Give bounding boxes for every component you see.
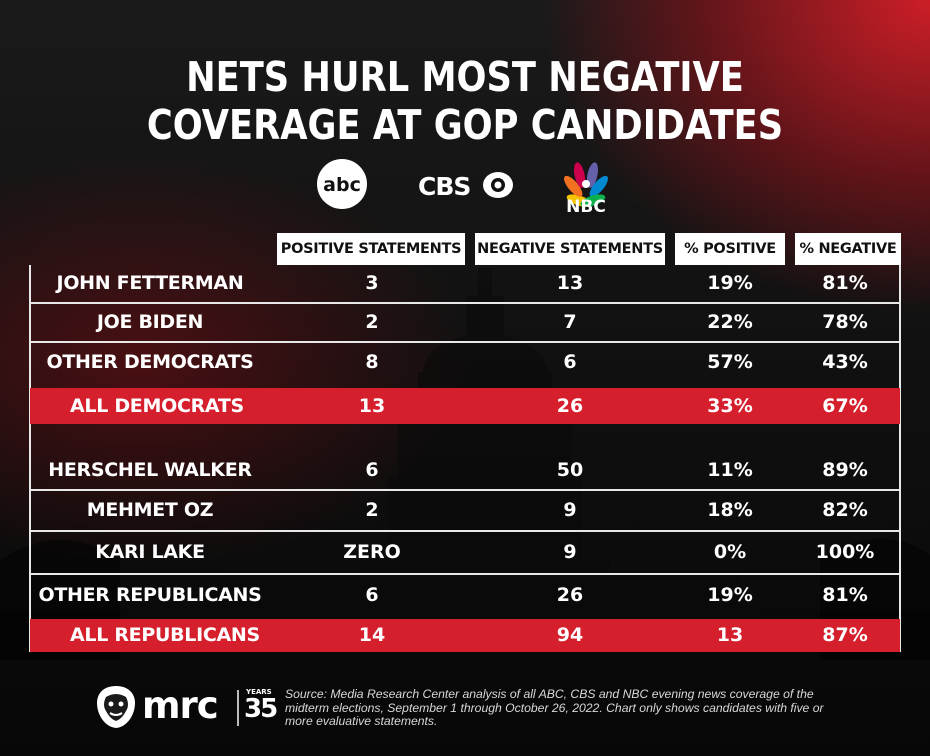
table-row-joe-biden: JOE BIDEN 2 7 22% 78% — [30, 304, 900, 341]
row-pct-positive: 11% — [707, 459, 753, 481]
row-pct-positive: 19% — [707, 272, 753, 294]
network-nbc-label: NBC — [566, 197, 606, 214]
years-number: 35 — [244, 694, 278, 724]
row-positive: ZERO — [343, 541, 401, 563]
years-label: YEARS — [246, 688, 272, 696]
column-header-positive-statements: POSITIVE STATEMENTS — [277, 233, 465, 265]
row-divider — [30, 530, 900, 532]
row-pct-positive: 19% — [707, 584, 753, 606]
network-cbs-label: CBS — [418, 172, 470, 201]
table-row-herschel-walker: HERSCHEL WALKER 6 50 11% 89% — [30, 452, 900, 489]
row-positive: 14 — [358, 624, 386, 646]
title-line-2: COVERAGE AT GOP CANDIDATES — [146, 101, 784, 149]
row-name: OTHER DEMOCRATS — [46, 351, 254, 373]
row-divider — [30, 489, 900, 491]
row-pct-negative: 43% — [822, 351, 868, 373]
row-name: JOE BIDEN — [96, 311, 204, 333]
row-positive: 8 — [365, 351, 379, 373]
row-name: JOHN FETTERMAN — [56, 272, 244, 294]
row-positive: 2 — [365, 499, 379, 521]
row-divider — [30, 341, 900, 343]
row-negative: 6 — [563, 351, 577, 373]
row-name: KARI LAKE — [95, 541, 205, 563]
row-pct-negative: 81% — [822, 584, 868, 606]
row-pct-negative: 89% — [822, 459, 868, 481]
row-positive: 6 — [365, 459, 379, 481]
nbc-peacock-logo-icon: NBC — [564, 162, 608, 214]
row-name: HERSCHEL WALKER — [48, 459, 252, 481]
title-line-1: NETS HURL MOST NEGATIVE — [186, 53, 744, 101]
row-negative: 9 — [563, 541, 577, 563]
row-pct-negative: 82% — [822, 499, 868, 521]
row-pct-negative: 67% — [822, 395, 868, 417]
row-pct-negative: 100% — [815, 541, 875, 563]
row-pct-positive: 13 — [716, 624, 744, 646]
mrc-bulldog-logo-icon — [97, 686, 135, 728]
abc-logo-icon: abc — [317, 159, 367, 209]
row-divider — [30, 302, 900, 304]
mrc-brand-wordmark: mrc — [142, 684, 219, 727]
table-row-other-republicans: OTHER REPUBLICANS 6 26 19% 81% — [30, 577, 900, 614]
row-pct-positive: 57% — [707, 351, 753, 373]
column-header-negative-statements: NEGATIVE STATEMENTS — [475, 233, 665, 265]
row-negative: 9 — [563, 499, 577, 521]
row-divider — [30, 573, 900, 575]
table-row-mehmet-oz: MEHMET OZ 2 9 18% 82% — [30, 492, 900, 529]
row-pct-positive: 33% — [707, 395, 753, 417]
network-abc-label: abc — [323, 174, 361, 196]
row-name: ALL DEMOCRATS — [70, 395, 244, 417]
table-row-other-democrats: OTHER DEMOCRATS 8 6 57% 43% — [30, 344, 900, 381]
row-positive: 13 — [358, 395, 386, 417]
column-header-pct-negative: % NEGATIVE — [795, 233, 901, 265]
row-negative: 7 — [563, 311, 577, 333]
table-row-john-fetterman: JOHN FETTERMAN 3 13 19% 81% — [30, 265, 900, 302]
row-negative: 26 — [556, 395, 584, 417]
row-positive: 2 — [365, 311, 379, 333]
row-negative: 50 — [556, 459, 584, 481]
row-negative: 94 — [556, 624, 584, 646]
table-row-all-democrats: ALL DEMOCRATS 13 26 33% 67% — [30, 388, 900, 424]
row-name: ALL REPUBLICANS — [70, 624, 260, 646]
row-name: OTHER REPUBLICANS — [38, 584, 262, 606]
column-header-pct-positive: % POSITIVE — [675, 233, 785, 265]
row-negative: 26 — [556, 584, 584, 606]
cbs-eye-logo-icon: CBS — [418, 172, 513, 201]
row-pct-negative: 81% — [822, 272, 868, 294]
row-pct-positive: 0% — [713, 541, 747, 563]
row-name: MEHMET OZ — [86, 499, 214, 521]
footer-divider — [237, 690, 239, 726]
row-pct-negative: 87% — [822, 624, 868, 646]
row-pct-positive: 22% — [707, 311, 753, 333]
row-negative: 13 — [556, 272, 584, 294]
row-pct-negative: 78% — [822, 311, 868, 333]
table-row-all-republicans: ALL REPUBLICANS 14 94 13 87% — [30, 619, 900, 652]
row-positive: 6 — [365, 584, 379, 606]
table-row-kari-lake: KARI LAKE ZERO 9 0% 100% — [30, 534, 900, 571]
row-pct-positive: 18% — [707, 499, 753, 521]
row-positive: 3 — [365, 272, 379, 294]
source-note: Source: Media Research Center analysis o… — [285, 687, 824, 728]
